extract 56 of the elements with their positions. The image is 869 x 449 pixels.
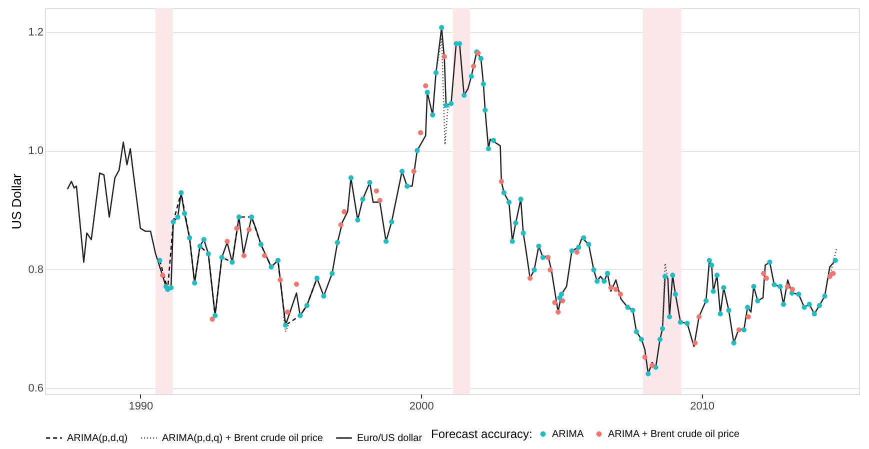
- point: [618, 292, 623, 297]
- point: [746, 314, 751, 320]
- point: [241, 253, 247, 258]
- point: [548, 267, 553, 272]
- point: [210, 316, 215, 322]
- legend-label: ARIMA + Brent crude oil price: [608, 429, 740, 440]
- legend-label: ARIMA(p,d,q): [67, 433, 128, 444]
- point: [224, 238, 230, 244]
- point: [642, 354, 648, 360]
- point: [650, 362, 655, 368]
- point: [830, 270, 836, 276]
- point: [418, 130, 424, 136]
- point: [411, 168, 416, 174]
- legend-label: Euro/US dollar: [357, 433, 423, 444]
- y-tick-label: 0.8: [28, 264, 44, 276]
- legend-label: ARIMA: [552, 429, 584, 440]
- legend-title: Forecast accuracy:: [431, 427, 532, 441]
- x-tick-label: 2000: [409, 400, 434, 412]
- point: [377, 198, 382, 203]
- point: [764, 276, 769, 281]
- point: [471, 64, 476, 69]
- point: [827, 274, 832, 279]
- point: [560, 298, 566, 304]
- point: [692, 340, 698, 346]
- point: [527, 276, 533, 281]
- point: [160, 272, 166, 278]
- point: [608, 285, 614, 290]
- point: [246, 226, 252, 232]
- point: [342, 209, 347, 214]
- y-axis-title: US Dollar: [9, 173, 24, 230]
- y-tick-label: 0.6: [28, 382, 44, 395]
- point: [790, 286, 796, 292]
- point: [374, 188, 380, 194]
- y-tick-label: 1.0: [28, 145, 44, 158]
- point: [294, 282, 300, 287]
- point: [784, 284, 790, 290]
- point: [423, 83, 428, 88]
- point: [278, 277, 283, 283]
- point: [552, 300, 558, 306]
- legend-label: ARIMA(p,d,q) + Brent crude oil price: [162, 433, 324, 444]
- point: [442, 54, 447, 60]
- point: [613, 286, 618, 292]
- point: [545, 254, 551, 260]
- point: [234, 226, 240, 231]
- x-tick-label: 2010: [690, 400, 715, 412]
- point: [556, 310, 561, 315]
- point: [284, 310, 290, 315]
- point: [498, 178, 504, 184]
- point: [736, 327, 742, 332]
- point: [761, 270, 766, 276]
- point: [338, 222, 344, 228]
- y-tick-label: 1.2: [28, 26, 44, 38]
- point: [696, 314, 702, 320]
- point: [574, 250, 580, 255]
- point: [262, 253, 268, 258]
- x-tick-label: 1990: [128, 400, 154, 412]
